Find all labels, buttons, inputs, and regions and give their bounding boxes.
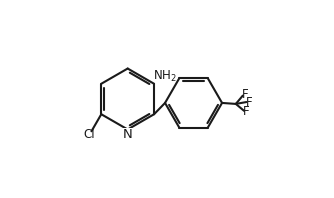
Text: N: N <box>123 129 133 142</box>
Text: F: F <box>246 96 253 109</box>
Text: Cl: Cl <box>83 128 95 141</box>
Text: F: F <box>242 88 248 101</box>
Text: F: F <box>243 105 250 118</box>
Text: NH$_2$: NH$_2$ <box>153 69 177 84</box>
